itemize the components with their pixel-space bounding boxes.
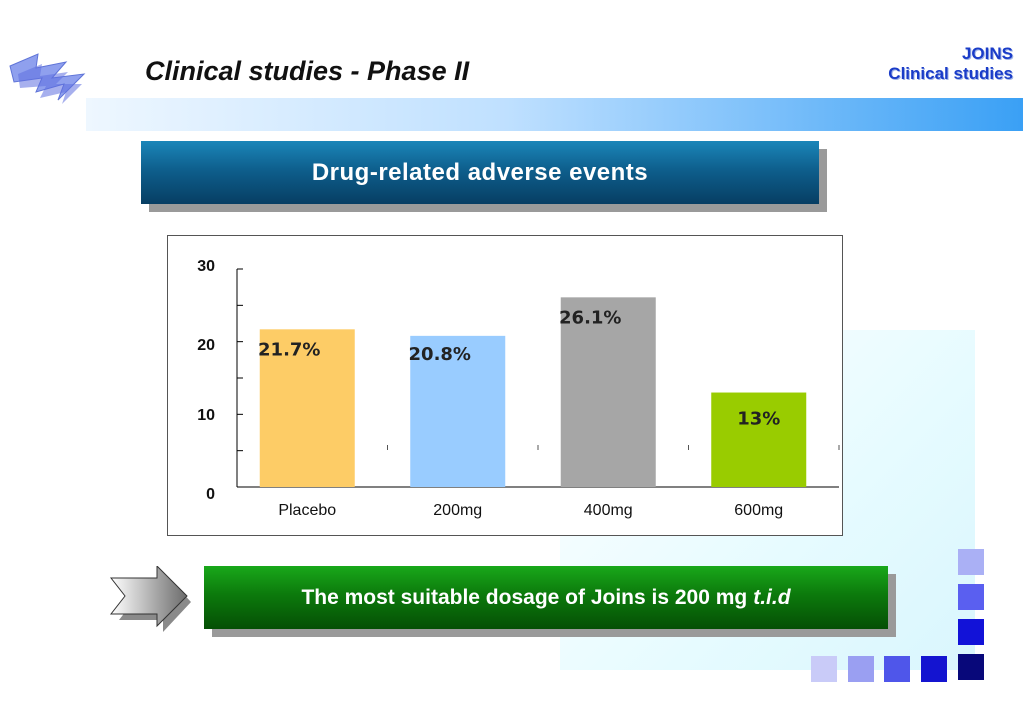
- arrow-right-icon: [109, 566, 191, 632]
- y-tick-label: 0: [206, 486, 215, 503]
- bar-600mg: [711, 392, 807, 487]
- brand-block: JOINS Clinical studies: [888, 44, 1013, 84]
- deco-square: [958, 584, 984, 610]
- x-tick-label: Placebo: [278, 502, 336, 519]
- deco-square: [958, 619, 984, 645]
- page-title: Clinical studies - Phase II: [145, 56, 470, 86]
- conclusion-text: The most suitable dosage of Joins is 200…: [301, 585, 748, 609]
- bar-placebo: [259, 329, 355, 487]
- deco-square: [958, 654, 984, 680]
- deco-square: [884, 656, 910, 682]
- conclusion-italic: t.i.d: [753, 585, 791, 609]
- chart-canvas: 0 10 20 30 21.7% Placebo 20.8% 200mg 26.1% 400mg 1…: [197, 258, 840, 519]
- data-label: 13%: [737, 409, 780, 430]
- chart-banner: Drug-related adverse events: [141, 141, 819, 204]
- deco-square: [848, 656, 874, 682]
- y-tick-label: 30: [197, 258, 215, 275]
- y-tick-label: 10: [197, 407, 215, 424]
- bar-400mg: [560, 297, 656, 487]
- x-tick-label: 200mg: [433, 502, 482, 519]
- deco-square: [958, 549, 984, 575]
- chart-banner-text: Drug-related adverse events: [311, 158, 649, 186]
- x-tick-label: 600mg: [734, 502, 783, 519]
- bar-200mg: [410, 335, 506, 487]
- y-tick-label: 20: [197, 337, 215, 354]
- deco-square: [811, 656, 837, 682]
- data-label: 26.1%: [559, 307, 621, 328]
- data-label: 20.8%: [409, 344, 471, 365]
- brand-subtitle: Clinical studies: [888, 64, 1013, 83]
- bar-chart: 0 10 20 30 21.7% Placebo 20.8% 200mg 26.1% 400mg 1…: [167, 235, 843, 536]
- x-tick-label: 400mg: [584, 502, 633, 519]
- data-label: 21.7%: [258, 339, 320, 360]
- brand-name: JOINS: [961, 44, 1013, 63]
- conclusion-banner: The most suitable dosage of Joins is 200…: [204, 566, 888, 629]
- lightning-logo-icon: [9, 53, 86, 104]
- deco-square: [921, 656, 947, 682]
- header-gradient-bar: [86, 98, 1023, 131]
